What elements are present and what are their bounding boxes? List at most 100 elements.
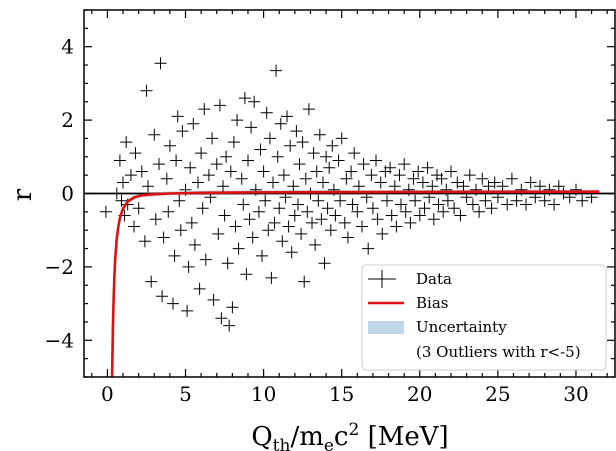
data-point bbox=[173, 194, 186, 207]
data-point bbox=[388, 180, 401, 193]
data-point bbox=[451, 176, 464, 189]
data-point bbox=[192, 176, 204, 189]
data-point bbox=[227, 136, 240, 149]
y-tick-label: 2 bbox=[61, 108, 74, 132]
data-point bbox=[351, 205, 364, 218]
data-point bbox=[454, 209, 467, 222]
data-point bbox=[115, 194, 128, 207]
data-point bbox=[129, 147, 142, 160]
data-point bbox=[167, 297, 179, 310]
legend-box bbox=[361, 264, 607, 371]
data-point bbox=[418, 202, 431, 215]
x-label-sub-th: th bbox=[273, 436, 291, 451]
data-point bbox=[246, 231, 259, 244]
x-label-mid: /m bbox=[290, 422, 323, 451]
data-point bbox=[374, 176, 387, 189]
x-tick-label: 30 bbox=[563, 382, 588, 406]
data-point bbox=[448, 202, 461, 215]
data-point bbox=[176, 125, 189, 138]
data-point bbox=[185, 216, 198, 229]
data-point bbox=[140, 84, 153, 97]
data-point bbox=[215, 312, 228, 325]
x-tick-label: 15 bbox=[329, 382, 354, 406]
data-point bbox=[321, 202, 334, 215]
data-point bbox=[426, 180, 439, 193]
data-point bbox=[485, 202, 498, 215]
data-point bbox=[268, 216, 281, 229]
data-point bbox=[254, 143, 267, 156]
data-point bbox=[356, 220, 368, 233]
data-point bbox=[421, 161, 434, 174]
data-point bbox=[138, 235, 151, 248]
data-point bbox=[332, 154, 345, 167]
data-point bbox=[435, 172, 448, 185]
legend: Data Bias Uncertainty (3 Outliers with r… bbox=[361, 264, 607, 371]
data-point bbox=[346, 198, 359, 211]
legend-bias-label: Bias bbox=[416, 294, 448, 312]
data-point bbox=[218, 209, 231, 222]
data-point bbox=[404, 216, 417, 229]
x-tick-label: 20 bbox=[407, 382, 432, 406]
data-point bbox=[427, 213, 440, 226]
data-point bbox=[196, 202, 209, 215]
data-point bbox=[576, 194, 589, 207]
data-point bbox=[243, 213, 256, 226]
data-point bbox=[199, 253, 212, 266]
data-point bbox=[142, 180, 154, 193]
data-point bbox=[290, 125, 303, 138]
data-point bbox=[132, 202, 145, 215]
data-point bbox=[307, 147, 320, 160]
data-point bbox=[206, 132, 219, 145]
data-point bbox=[265, 271, 278, 284]
data-point bbox=[312, 194, 325, 207]
data-point bbox=[181, 304, 194, 317]
data-point bbox=[437, 205, 450, 218]
x-tick-label: 0 bbox=[101, 382, 114, 406]
data-point bbox=[120, 136, 133, 149]
data-point bbox=[482, 180, 495, 193]
data-point bbox=[445, 165, 457, 178]
data-point bbox=[393, 169, 406, 182]
data-point bbox=[384, 161, 397, 174]
axis-ticks bbox=[84, 9, 615, 378]
y-axis-label: r bbox=[8, 188, 38, 201]
data-point bbox=[248, 95, 261, 108]
data-point bbox=[223, 319, 236, 332]
data-point bbox=[276, 235, 289, 248]
x-tick-label: 25 bbox=[485, 382, 510, 406]
bias-curve bbox=[110, 190, 600, 378]
data-point bbox=[262, 224, 275, 237]
data-point bbox=[184, 161, 197, 174]
data-point bbox=[212, 227, 225, 240]
data-point bbox=[313, 128, 326, 141]
data-point bbox=[538, 194, 551, 207]
data-point bbox=[270, 64, 283, 77]
data-point bbox=[99, 205, 112, 218]
data-point bbox=[317, 176, 329, 189]
data-point bbox=[362, 242, 375, 255]
data-point bbox=[338, 216, 351, 229]
data-point bbox=[309, 238, 322, 251]
data-point bbox=[182, 260, 195, 273]
data-point bbox=[149, 213, 162, 226]
data-point bbox=[281, 110, 293, 123]
tick-labels: 0 5 10 15 20 25 30 −4 −2 0 2 4 bbox=[45, 35, 589, 406]
data-point bbox=[224, 165, 237, 178]
data-point bbox=[390, 220, 403, 233]
data-point bbox=[207, 293, 220, 306]
data-point bbox=[352, 180, 365, 193]
data-point bbox=[187, 117, 200, 130]
data-point bbox=[365, 169, 378, 182]
data-point bbox=[323, 161, 336, 174]
data-point bbox=[306, 216, 318, 229]
data-point bbox=[128, 220, 140, 233]
x-label-sub-e: e bbox=[324, 436, 334, 451]
data-point bbox=[210, 158, 223, 171]
data-point bbox=[148, 128, 161, 141]
data-point bbox=[441, 194, 454, 207]
data-point bbox=[226, 301, 239, 314]
x-tick-label: 5 bbox=[179, 382, 192, 406]
data-point bbox=[274, 117, 287, 130]
data-point bbox=[320, 150, 333, 163]
